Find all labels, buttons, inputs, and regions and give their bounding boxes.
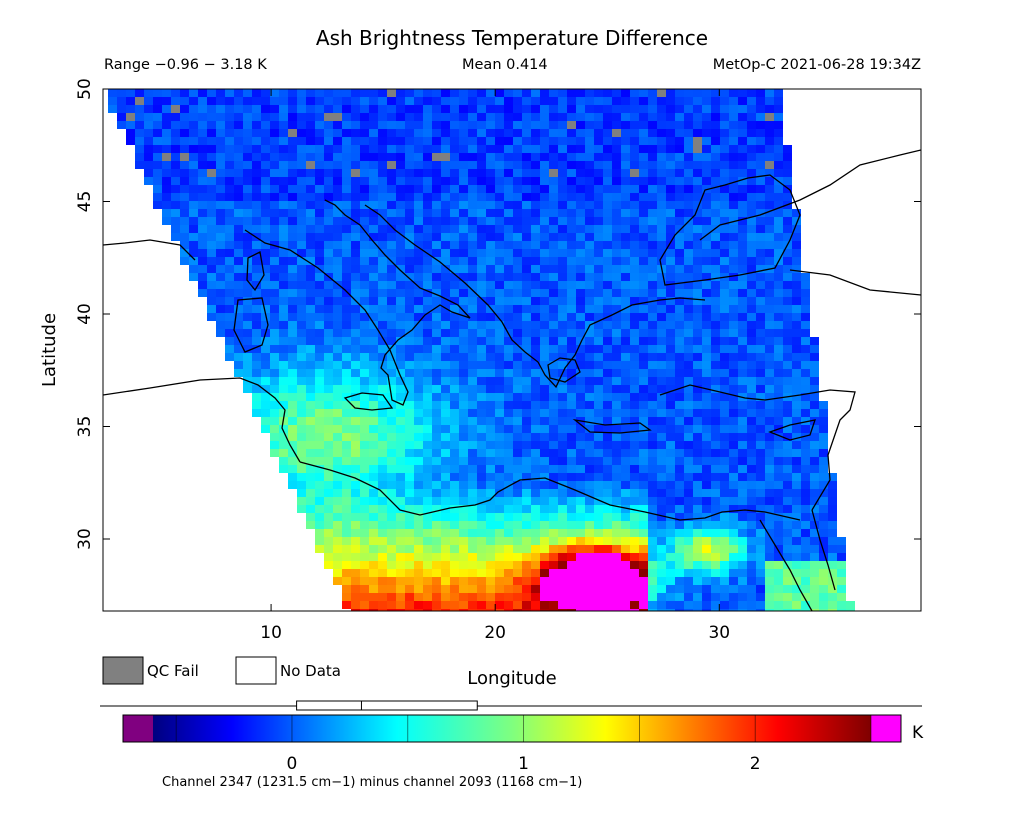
colorbar-frame	[122, 714, 902, 743]
colorbar-ticks: 0 1 2	[175, 715, 872, 774]
y-axis: 30 35 40 45 50	[75, 78, 921, 550]
no-data-label: No Data	[280, 662, 341, 680]
x-tick-label: 30	[708, 623, 730, 643]
colorbar-over-swatch	[871, 715, 901, 742]
x-axis-label: Longitude	[467, 668, 557, 689]
mean-readout: Mean 0.414	[462, 57, 548, 73]
y-axis-label: Latitude	[39, 313, 60, 387]
colorbar-gradient	[153, 715, 871, 742]
x-axis: 10 20 30	[260, 89, 730, 643]
y-tick-label: 35	[75, 416, 95, 438]
range-readout: Range −0.96 − 3.18 K	[104, 57, 267, 73]
colorbar-tick-label: 1	[518, 754, 529, 774]
colorbar-tick-label: 2	[750, 754, 761, 774]
y-tick-label: 50	[75, 78, 95, 100]
colorbar-under-swatch	[123, 715, 153, 742]
satellite-timestamp: MetOp-C 2021-06-28 19:34Z	[712, 57, 921, 73]
histogram-box	[296, 700, 478, 711]
swath-data	[108, 89, 855, 611]
coastlines	[103, 149, 921, 611]
qc-fail-swatch	[102, 656, 144, 685]
colorbar-caption: Channel 2347 (1231.5 cm−1) minus channel…	[162, 775, 582, 790]
map-title: Ash Brightness Temperature Difference	[315, 26, 709, 50]
plot-frame	[102, 88, 922, 612]
colorbar-tick-label: 0	[287, 754, 298, 774]
y-tick-label: 40	[75, 303, 95, 325]
x-tick-label: 10	[260, 623, 282, 643]
colorbar-unit: K	[912, 723, 924, 743]
y-tick-label: 30	[75, 528, 95, 550]
qc-fail-label: QC Fail	[147, 662, 199, 680]
no-data-swatch	[235, 656, 277, 685]
x-tick-label: 20	[484, 623, 506, 643]
y-tick-label: 45	[75, 191, 95, 213]
